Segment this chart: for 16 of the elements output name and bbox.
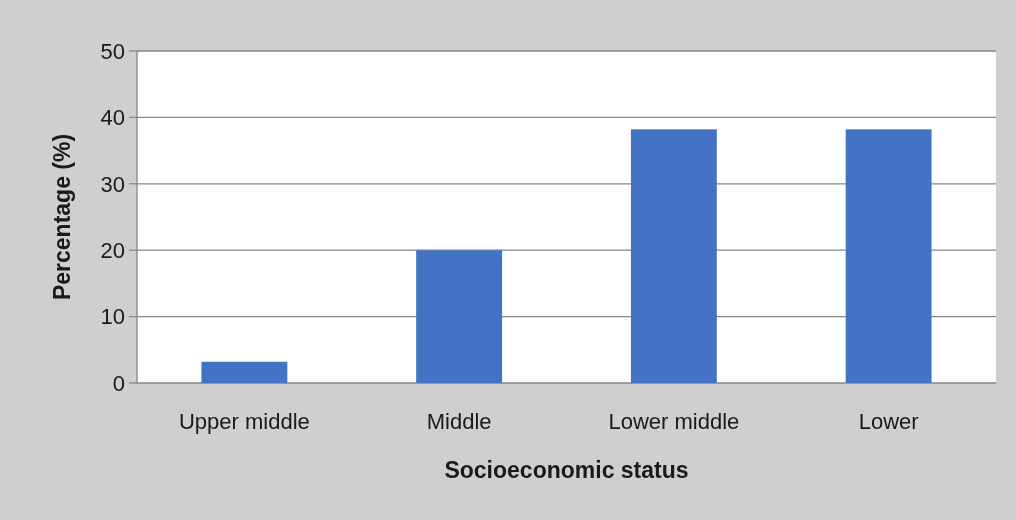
bar <box>630 129 717 383</box>
x-axis-title: Socioeconomic status <box>444 457 689 483</box>
x-tick-label: Middle <box>426 409 492 434</box>
bar <box>201 361 288 383</box>
y-tick-label: 0 <box>112 370 125 396</box>
y-axis-title: Percentage (%) <box>49 133 75 301</box>
y-tick-label: 40 <box>100 105 125 131</box>
bar <box>416 250 503 383</box>
y-tick-label: 10 <box>100 304 125 330</box>
y-tick-label: 20 <box>100 237 125 263</box>
y-tick-label: 30 <box>100 171 125 197</box>
x-tick-label: Lower <box>858 409 919 434</box>
y-tick-label: 50 <box>100 38 125 64</box>
bar <box>845 129 932 383</box>
x-tick-label: Lower middle <box>608 409 740 434</box>
x-tick-label: Upper middle <box>178 409 310 434</box>
